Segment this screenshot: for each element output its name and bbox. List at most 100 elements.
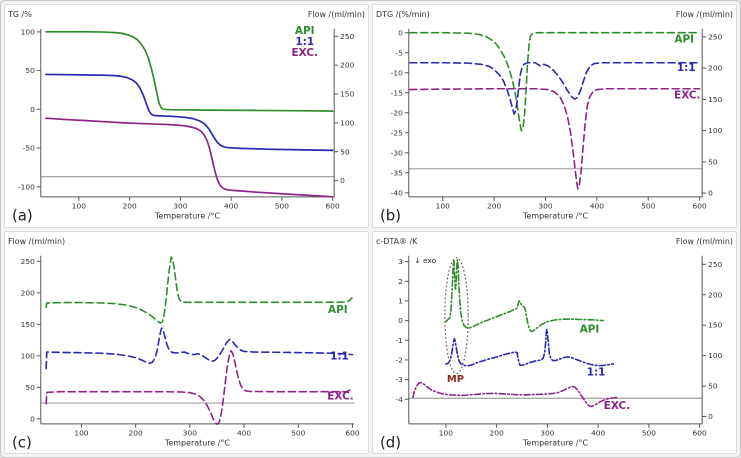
- left-tick-label: 3: [398, 257, 403, 266]
- panel-c: 100 200 300 400 500 600 Temperature /°C 250 200 1…: [4, 230, 369, 454]
- series-line-1:1: [409, 61, 701, 115]
- panel-letter-c: (c): [12, 433, 32, 451]
- x-tick-label: 200: [487, 202, 501, 211]
- left-tick-label: -5: [395, 48, 403, 57]
- left-tick-label: -2: [395, 355, 402, 364]
- left-tick-label: -40: [391, 188, 403, 197]
- x-tick-label: 100: [439, 428, 453, 437]
- x-tick-label: 400: [224, 202, 238, 211]
- panel-letter-a: (a): [12, 207, 33, 225]
- x-tick-label: 100: [72, 202, 86, 211]
- left-axis-title: TG /%: [7, 10, 32, 19]
- x-tick-label: 500: [275, 202, 289, 211]
- right-tick-label: 250: [708, 32, 722, 41]
- x-tick-label: 600: [326, 202, 340, 211]
- left-tick-label: -1: [395, 335, 403, 344]
- x-tick-label: 300: [173, 202, 187, 211]
- series-line-API: [409, 31, 701, 132]
- series-line-API: [445, 258, 605, 332]
- series-line-EXC.: [45, 117, 334, 198]
- right-axis-title: Flow /(ml/min): [308, 10, 365, 19]
- right-axis-title: Flow /(ml/min): [676, 10, 733, 19]
- x-tick-label: 600: [345, 428, 359, 437]
- series-line-EXC.: [412, 381, 620, 407]
- left-tick-label: -30: [391, 148, 403, 157]
- x-tick-label: 400: [237, 428, 251, 437]
- left-tick-label: -20: [391, 108, 403, 117]
- left-tick-label: -3: [395, 375, 403, 384]
- left-tick-label: 250: [21, 256, 35, 265]
- series-line-1:1: [45, 73, 334, 152]
- left-tick-label: 200: [21, 288, 35, 297]
- series-line-API: [45, 255, 353, 324]
- left-tick-label: -4: [395, 394, 403, 403]
- left-axis-title: c-DTA® /K: [376, 236, 418, 245]
- right-tick-label: 50: [708, 157, 718, 166]
- left-tick-label: 1: [398, 296, 403, 305]
- left-tick-label: 50: [25, 66, 35, 75]
- x-tick-label: 200: [129, 428, 143, 437]
- right-axis-title: Flow /(ml/min): [676, 236, 733, 245]
- series-line-EXC.: [45, 349, 353, 425]
- series-label-EXC.: EXC.: [327, 390, 353, 402]
- x-axis-title: Temperature /°C: [522, 212, 589, 221]
- right-tick-label: 50: [340, 147, 350, 156]
- series-label-1:1: 1:1: [330, 350, 349, 362]
- left-axis-title: Flow /(ml/min): [8, 236, 65, 245]
- right-tick-label: 0: [708, 189, 713, 198]
- panel-b: 100 200 300 400 500 600 Temperature /°C 0 -5 -10-…: [372, 4, 737, 228]
- right-tick-label: 0: [340, 176, 345, 185]
- series-label-API: API: [674, 33, 694, 45]
- left-tick-label: 100: [21, 351, 35, 360]
- panel-d: 100 200 300 400 500 600 Temperature /°C 3 2 1 0 -1-…: [372, 230, 737, 454]
- right-tick-label: 200: [708, 290, 722, 299]
- x-tick-label: 300: [540, 428, 554, 437]
- left-tick-label: 0: [30, 105, 35, 114]
- series-label-1:1: 1:1: [587, 366, 606, 378]
- series-line-API: [45, 30, 334, 112]
- x-tick-label: 300: [183, 428, 197, 437]
- left-tick-label: 2: [398, 276, 403, 285]
- right-tick-label: 100: [708, 351, 722, 360]
- series-line-1:1: [445, 328, 615, 367]
- left-tick-label: 50: [25, 382, 35, 391]
- series-label-EXC.: EXC.: [674, 89, 700, 101]
- right-tick-label: 50: [708, 381, 718, 390]
- x-tick-label: 100: [74, 428, 88, 437]
- x-tick-label: 500: [641, 202, 655, 211]
- series-label-API: API: [580, 323, 600, 335]
- left-tick-label: 100: [21, 27, 35, 36]
- left-tick-label: -15: [391, 88, 403, 97]
- panel-letter-b: (b): [380, 207, 401, 225]
- left-tick-label: 0: [398, 28, 403, 37]
- left-tick-label: -100: [18, 182, 35, 191]
- right-tick-label: 200: [340, 61, 354, 70]
- x-tick-label: 300: [538, 202, 552, 211]
- x-tick-label: 400: [590, 202, 604, 211]
- right-tick-label: 150: [340, 90, 354, 99]
- series-label-1:1: 1:1: [677, 62, 696, 74]
- left-tick-label: -35: [391, 168, 403, 177]
- right-tick-label: 0: [708, 412, 713, 421]
- series-label-API: API: [328, 304, 348, 316]
- series-line-1:1: [45, 326, 354, 369]
- series-line-EXC.: [409, 87, 701, 190]
- left-tick-label: -50: [23, 144, 35, 153]
- right-tick-label: 150: [708, 95, 722, 104]
- x-tick-label: 500: [642, 428, 656, 437]
- x-axis-title: Temperature /°C: [522, 438, 589, 447]
- left-tick-label: -25: [391, 128, 403, 137]
- right-tick-label: 250: [340, 32, 354, 41]
- x-axis-title: Temperature /°C: [164, 438, 231, 447]
- x-tick-label: 600: [693, 202, 707, 211]
- right-tick-label: 200: [708, 64, 722, 73]
- right-tick-label: 100: [708, 126, 722, 135]
- x-axis-title: Temperature /°C: [154, 212, 221, 221]
- series-label-API: API: [295, 25, 315, 37]
- left-tick-label: 0: [30, 414, 35, 423]
